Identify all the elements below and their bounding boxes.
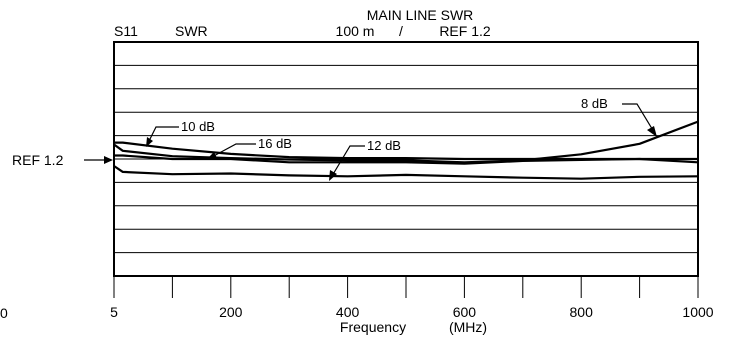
x-tick-label: 600: [453, 304, 477, 320]
annotation-10db: 10 dB: [181, 119, 215, 134]
channel-label: S11: [114, 23, 138, 39]
x-tick-label: 400: [336, 304, 360, 320]
annotation-12db-arrowhead: [329, 170, 337, 181]
ref-marker-label: REF 1.2: [12, 152, 64, 168]
header-separator: /: [399, 23, 403, 39]
scale-label: 100 m: [336, 23, 375, 39]
series-line-12db: [113, 165, 699, 180]
annotation-16db-arrowhead: [206, 152, 217, 160]
series-line-8db: [113, 120, 699, 164]
stray-axis-label: 0: [0, 305, 8, 321]
x-ticks: [113, 276, 699, 298]
annotation-8db-leader: [622, 103, 655, 133]
x-axis-unit: (MHz): [449, 319, 487, 335]
x-tick-labels: 5 200 400 600 800 1000: [110, 304, 714, 320]
annotation-10db-leader: [147, 126, 179, 144]
annotation-12db: 12 dB: [367, 138, 401, 153]
chart-title: MAIN LINE SWR: [367, 7, 474, 23]
header-ref-label: REF 1.2: [439, 23, 491, 39]
annotation-10db-arrowhead: [146, 137, 153, 147]
x-axis-label: Frequency: [340, 319, 406, 335]
x-tick-label: 1000: [682, 304, 713, 320]
annotation-16db: 16 dB: [258, 136, 292, 151]
x-tick-label: 5: [110, 304, 118, 320]
ref-marker-arrowhead: [104, 156, 113, 164]
annotation-16db-leader: [209, 143, 256, 159]
series-lines: [113, 120, 699, 180]
x-tick-label: 200: [219, 304, 243, 320]
series-line-16db: [114, 154, 699, 165]
annotation-8db-arrowhead: [647, 126, 657, 137]
mode-label: SWR: [175, 23, 208, 39]
annotation-12db-leader: [331, 145, 365, 177]
x-tick-label: 800: [570, 304, 594, 320]
annotation-8db: 8 dB: [581, 96, 608, 111]
